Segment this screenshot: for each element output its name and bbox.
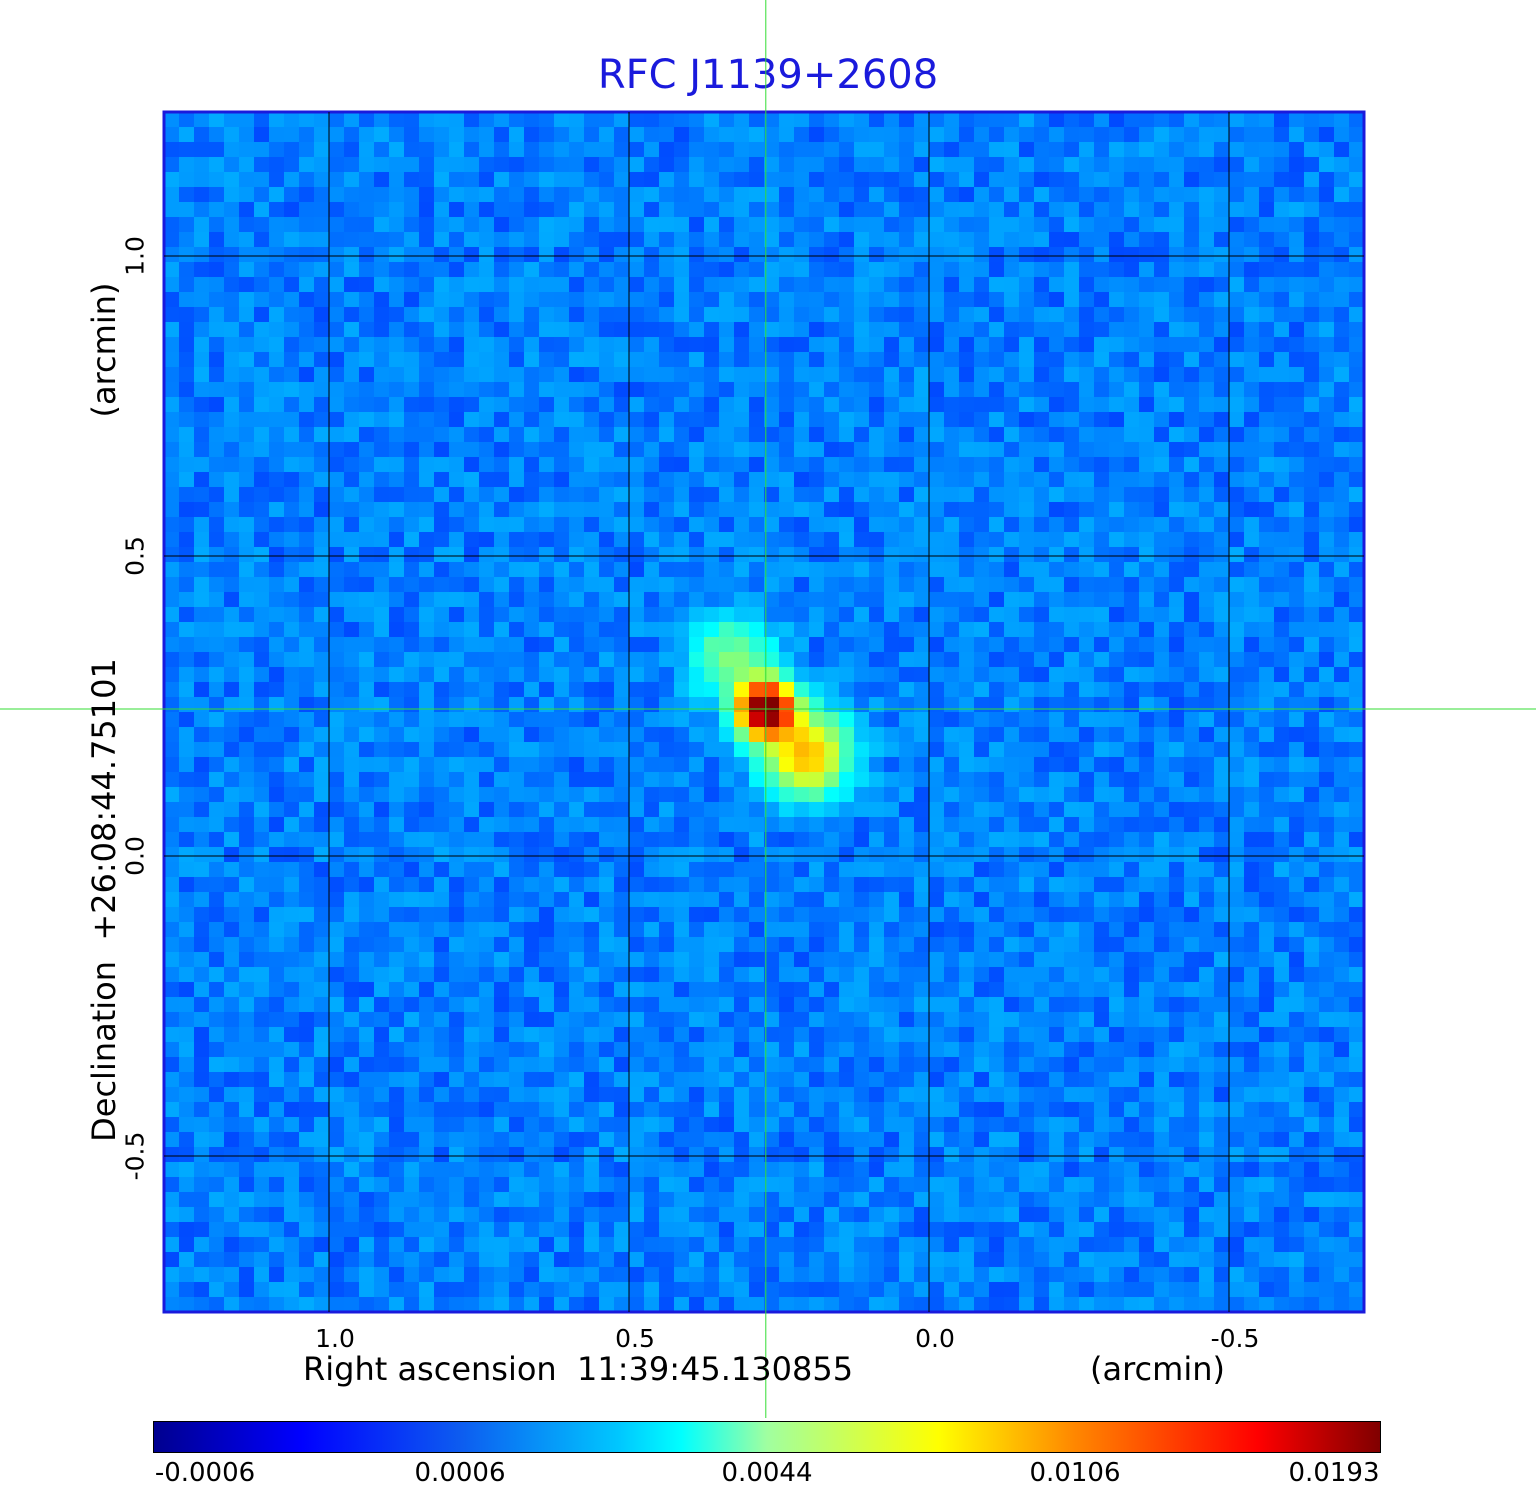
y-tick-label: 1.0 bbox=[120, 236, 150, 276]
x-tick-label: 1.0 bbox=[315, 1324, 355, 1353]
colorbar-tick-label: 0.0193 bbox=[1288, 1458, 1380, 1488]
chart-title: RFC J1139+2608 bbox=[597, 52, 939, 98]
y-tick-label: 0.5 bbox=[120, 536, 150, 576]
plot-frame bbox=[162, 110, 1366, 1314]
y-axis-unit: (arcmin) bbox=[85, 282, 123, 418]
colorbar bbox=[153, 1421, 1381, 1453]
colorbar-tick-label: 0.0044 bbox=[721, 1458, 813, 1488]
colorbar-tick-label: 0.0106 bbox=[1029, 1458, 1121, 1488]
y-tick-label: 0.0 bbox=[120, 836, 150, 876]
colorbar-tick-label: -0.0006 bbox=[154, 1458, 256, 1488]
y-tick-label: -0.5 bbox=[120, 1131, 150, 1181]
intensity-map bbox=[164, 112, 1364, 1312]
y-axis-label: Declination +26:08:44.75101 bbox=[85, 658, 123, 1142]
x-tick-label: 0.0 bbox=[915, 1324, 955, 1353]
x-tick-label: -0.5 bbox=[1210, 1324, 1260, 1353]
x-axis-label: Right ascension 11:39:45.130855 bbox=[303, 1350, 854, 1388]
x-tick-label: 0.5 bbox=[615, 1324, 655, 1353]
x-axis-unit: (arcmin) bbox=[1090, 1350, 1225, 1388]
colorbar-tick-label: 0.0006 bbox=[414, 1458, 506, 1488]
